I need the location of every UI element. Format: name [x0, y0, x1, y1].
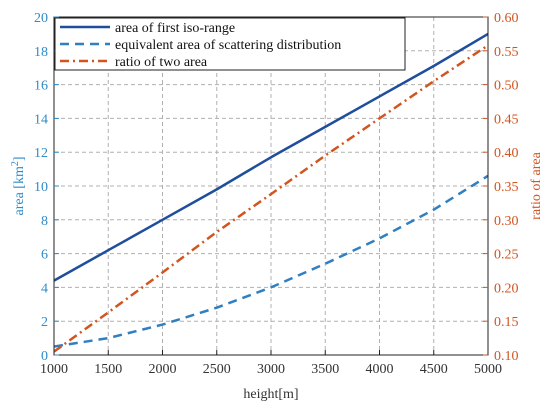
right-tick-label: 0.25 — [494, 248, 519, 263]
right-tick-label: 0.15 — [494, 315, 519, 330]
right-tick-label: 0.10 — [494, 349, 519, 364]
series-line-2 — [53, 174, 489, 348]
left-tick-label: 20 — [34, 11, 48, 26]
x-tick-label: 5000 — [474, 362, 502, 377]
right-tick-label: 0.30 — [494, 214, 519, 229]
left-tick-label: 2 — [41, 315, 48, 330]
legend-label-1: area of first iso-range — [115, 21, 235, 36]
x-tick-label: 3500 — [311, 362, 339, 377]
right-axis-label: ratio of area — [529, 151, 544, 219]
right-tick-label: 0.45 — [494, 112, 519, 127]
x-axis-ticks: 1000 1500 2000 2500 3000 3500 4000 4500 5000 — [40, 350, 502, 377]
legend-box — [54, 17, 406, 71]
right-tick-label: 0.20 — [494, 281, 519, 296]
legend-item-1: area of first iso-range — [60, 21, 235, 36]
right-tick-label: 0.35 — [494, 180, 519, 195]
right-tick-label: 0.50 — [494, 79, 519, 94]
left-tick-label: 12 — [34, 146, 48, 161]
left-tick-label: 10 — [34, 180, 48, 195]
x-tick-label: 3000 — [257, 362, 285, 377]
left-tick-label: 4 — [41, 281, 48, 296]
legend: area of first iso-range equivalent area … — [54, 17, 406, 71]
left-tick-label: 14 — [34, 112, 48, 127]
right-tick-label: 0.40 — [494, 146, 519, 161]
x-tick-label: 2000 — [149, 362, 177, 377]
right-tick-label: 0.55 — [494, 45, 519, 60]
x-tick-label: 2500 — [203, 362, 231, 377]
left-tick-label: 6 — [41, 248, 48, 263]
x-tick-label: 1000 — [40, 362, 68, 377]
right-axis-ticks: 0.10 0.15 0.20 0.25 0.30 0.35 0.40 0.45 0.50 0.55… — [483, 11, 519, 364]
right-tick-label: 0.60 — [494, 11, 519, 26]
left-tick-label: 8 — [41, 214, 48, 229]
x-axis-label: height[m] — [243, 387, 298, 402]
left-tick-label: 18 — [34, 45, 48, 60]
series-line-3 — [53, 44, 489, 353]
x-tick-label: 1500 — [94, 362, 122, 377]
legend-item-3: ratio of two area — [60, 55, 208, 70]
left-tick-label: 16 — [34, 79, 48, 94]
legend-label-2: equivalent area of scattering distributi… — [115, 38, 341, 53]
legend-label-3: ratio of two area — [115, 55, 208, 70]
left-tick-label: 0 — [41, 349, 48, 364]
series-line-1 — [53, 32, 489, 282]
legend-item-2: equivalent area of scattering distributi… — [60, 38, 341, 53]
left-axis-label: area [km2] — [10, 156, 27, 215]
x-tick-label: 4000 — [366, 362, 394, 377]
series-lines — [53, 32, 489, 353]
left-axis-ticks: 0 2 4 6 8 10 12 14 16 18 20 — [34, 11, 59, 364]
x-tick-label: 4500 — [420, 362, 448, 377]
